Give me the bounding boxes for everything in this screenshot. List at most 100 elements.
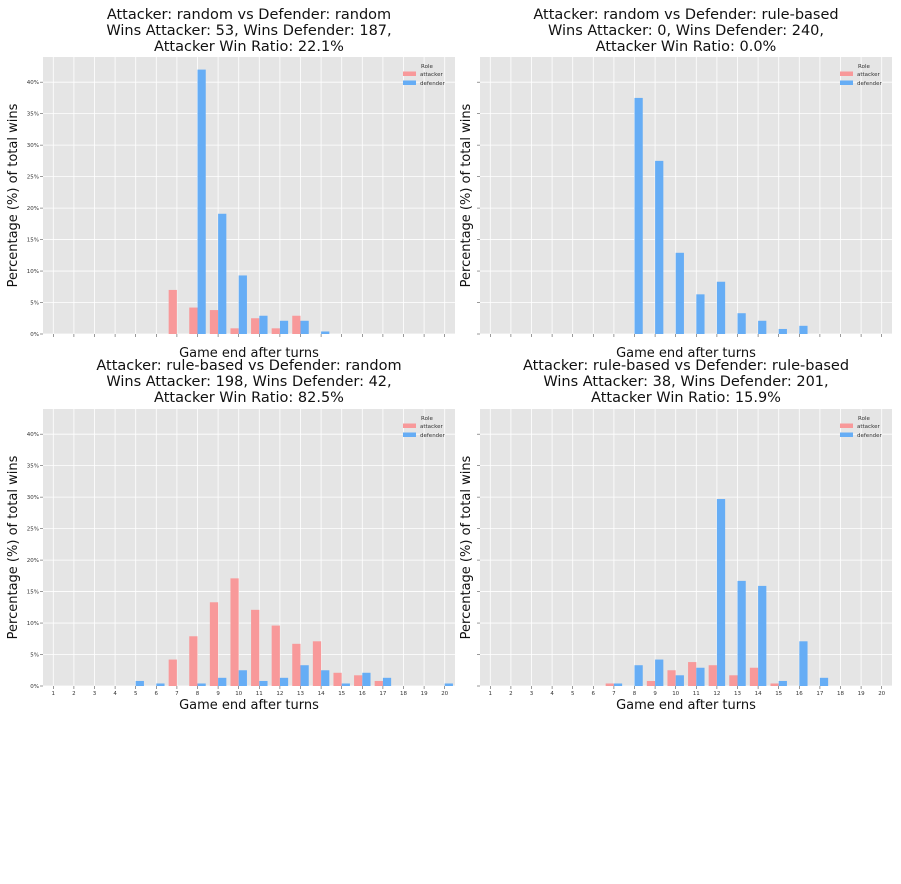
x-tick-label: 13 (734, 691, 741, 697)
defender-bar (737, 580, 746, 686)
legend-swatch (403, 432, 416, 437)
defender-bar (716, 499, 726, 686)
defender-bar (279, 677, 289, 686)
attacker-bar (688, 662, 697, 686)
x-tick-label: 8 (196, 691, 200, 697)
chart-title-line: Attacker: random vs Defender: rule-based (533, 7, 838, 23)
x-tick-label: 17 (379, 691, 386, 697)
defender-bar (218, 677, 227, 686)
defender-bar (634, 665, 643, 686)
defender-bar (321, 331, 330, 334)
y-tick-label: 15% (27, 238, 39, 244)
y-axis-label: Percentage (%) of total wins (459, 455, 474, 639)
defender-bar (778, 328, 787, 334)
x-tick-label: 19 (421, 691, 428, 697)
legend-swatch (840, 423, 853, 428)
attacker-bar (271, 328, 280, 334)
attacker-bar (168, 659, 177, 686)
defender-bar (362, 672, 371, 686)
x-tick-label: 14 (318, 691, 325, 697)
x-tick-label: 15 (775, 691, 782, 697)
legend-swatch (403, 423, 416, 428)
defender-bar (259, 680, 268, 686)
x-tick-label: 13 (297, 691, 304, 697)
defender-bar (300, 665, 309, 686)
chart-title-line: Attacker: rule-based vs Defender: rule-b… (523, 358, 849, 374)
y-tick-label: 35% (27, 112, 39, 118)
chart-title-line: Attacker: random vs Defender: random (107, 7, 391, 23)
attacker-bar (230, 328, 239, 334)
defender-bar (259, 315, 268, 334)
attacker-bar (729, 675, 738, 686)
attacker-bar (333, 672, 342, 686)
defender-bar (675, 252, 684, 334)
x-tick-label: 5 (134, 691, 138, 697)
defender-bar (279, 320, 289, 334)
defender-bar (218, 213, 227, 334)
plot-area (43, 57, 455, 334)
y-tick-label: 10% (27, 269, 39, 275)
legend-swatch (840, 432, 853, 437)
legend: Role attacker defender (403, 416, 446, 439)
defender-bar (634, 97, 643, 334)
legend-label: attacker (420, 72, 443, 78)
x-tick-label: 8 (633, 691, 637, 697)
x-tick-label: 3 (530, 691, 534, 697)
x-tick-label: 18 (837, 691, 844, 697)
legend-title: Role (858, 416, 870, 422)
x-tick-label: 9 (653, 691, 657, 697)
x-tick-label: 7 (175, 691, 179, 697)
defender-bar (238, 670, 247, 686)
y-tick-label: 40% (27, 80, 39, 86)
x-tick-label: 2 (509, 691, 513, 697)
chart-title-line: Wins Attacker: 38, Wins Defender: 201, (543, 374, 828, 390)
chart-panel-1: 0% 5% 10% 15% 20% 25% 30% 35% 40% Attacker: rando… (6, 7, 455, 361)
y-axis-label: Percentage (%) of total wins (6, 455, 21, 639)
attacker-bar (749, 667, 759, 686)
y-tick-label: 25% (27, 175, 39, 181)
legend-label: attacker (420, 424, 443, 430)
y-tick-label: 30% (27, 495, 39, 501)
legend-label: defender (857, 433, 883, 439)
x-tick-label: 10 (235, 691, 242, 697)
attacker-bar (708, 665, 717, 686)
x-tick-label: 5 (571, 691, 575, 697)
legend-swatch (403, 80, 416, 85)
y-tick-label: 15% (27, 590, 39, 596)
y-axis-label: Percentage (%) of total wins (6, 103, 21, 287)
legend-title: Role (421, 64, 433, 70)
x-tick-label: 7 (612, 691, 616, 697)
defender-bar (197, 683, 206, 686)
x-tick-label: 4 (113, 691, 117, 697)
chart-panel-3: 1 2 3 4 5 6 7 8 9 10 11 12 13 14 15 16 17 18 19 200%5%10%15… (6, 358, 455, 713)
x-tick-label: 14 (755, 691, 762, 697)
x-tick-label: 1 (52, 691, 56, 697)
y-tick-label: 5% (30, 653, 39, 659)
defender-bar (819, 677, 829, 686)
defender-bar (156, 683, 165, 686)
x-tick-label: 4 (550, 691, 554, 697)
attacker-bar (209, 310, 219, 334)
y-tick-label: 0% (30, 684, 39, 690)
chart-title-line: Wins Attacker: 198, Wins Defender: 42, (106, 374, 391, 390)
legend: Role attacker defender (840, 416, 883, 439)
attacker-bar (770, 683, 779, 686)
defender-bar (613, 683, 623, 686)
chart-title-line: Wins Attacker: 53, Wins Defender: 187, (106, 23, 391, 39)
legend-swatch (840, 80, 853, 85)
plot-area (480, 57, 892, 334)
y-tick-label: 20% (27, 206, 39, 212)
defender-bar (675, 675, 684, 686)
attacker-bar (251, 318, 260, 334)
defender-bar (799, 641, 808, 686)
chart-panel-4: 1 2 3 4 5 6 7 8 9 10 11 12 13 14 15 16 17 18 19 20Attacker:… (459, 358, 892, 713)
attacker-bar (209, 602, 219, 686)
defender-bar (382, 677, 392, 686)
attacker-bar (292, 315, 301, 334)
chart-title-line: Attacker Win Ratio: 15.9% (591, 390, 781, 406)
y-tick-label: 25% (27, 527, 39, 533)
attacker-bar (667, 670, 676, 686)
chart-title-line: Attacker Win Ratio: 0.0% (596, 39, 777, 55)
defender-bar (655, 160, 664, 334)
defender-bar (778, 680, 787, 686)
